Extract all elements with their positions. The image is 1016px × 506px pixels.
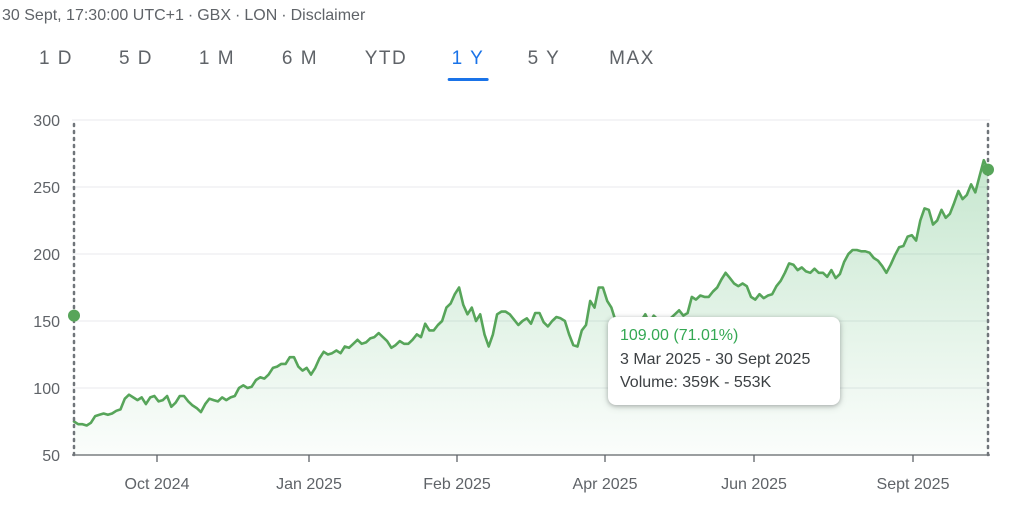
selection-tooltip: 109.00 (71.01%) 3 Mar 2025 - 30 Sept 202… [608,317,840,405]
tab-label: 5 Y [527,48,561,69]
quote-exchange: LON [244,7,278,24]
x-tick-label: Oct 2024 [125,476,190,493]
tab-6m[interactable]: 6 M [282,48,318,76]
tab-label: 1 D [38,48,74,69]
y-tick-label: 250 [33,180,60,197]
quote-info-line: 30 Sept, 17:30:00 UTC+1 · GBX · LON · Disclaim… [2,7,365,25]
tab-ytd[interactable]: YTD [365,48,408,76]
separator-dot: · [281,7,287,24]
tab-max[interactable]: MAX [609,48,655,76]
selection-end-point [982,163,994,176]
selection-area-fill [74,160,988,455]
x-tick-label: Sept 2025 [877,476,950,493]
y-tick-label: 300 [33,113,60,130]
tab-5d[interactable]: 5 D [119,48,153,76]
y-tick-label: 100 [33,381,60,398]
price-series-line [72,158,990,427]
separator-dot: · [235,7,241,24]
tab-1m[interactable]: 1 M [199,48,235,76]
y-tick-label: 150 [33,314,60,331]
tab-label: 1 M [198,48,236,69]
x-tick-label: Jun 2025 [721,476,787,493]
tab-label: 5 D [118,48,154,69]
active-tab-indicator [447,78,489,81]
tab-1y[interactable]: 1 Y [447,48,489,81]
tooltip-date-range: 3 Mar 2025 - 30 Sept 2025 [620,351,811,368]
tab-label: YTD [364,48,408,69]
x-tick-label: Feb 2025 [423,476,491,493]
tab-label: 1 Y [451,48,485,69]
selection-start-point [68,309,80,322]
tooltip-volume: Volume: 359K - 553K [620,374,772,391]
x-tick-label: Jan 2025 [276,476,342,493]
quote-timestamp: 30 Sept, 17:30:00 UTC+1 [2,7,184,24]
tooltip-change: 109.00 (71.01%) [620,327,739,344]
y-tick-label: 200 [33,247,60,264]
tab-label: 6 M [281,48,319,69]
x-tick-label: Apr 2025 [573,476,638,493]
tab-label: MAX [609,48,655,69]
time-range-tabs: 1 D 5 D 1 M 6 M YTD 1 Y 5 Y MAX [0,44,700,81]
separator-dot: · [187,7,194,24]
tab-1d[interactable]: 1 D [39,48,73,76]
y-tick-label: 50 [42,448,60,465]
disclaimer-link[interactable]: Disclaimer [290,7,366,24]
quote-currency: GBX [197,7,232,24]
tab-5y[interactable]: 5 Y [528,48,561,76]
